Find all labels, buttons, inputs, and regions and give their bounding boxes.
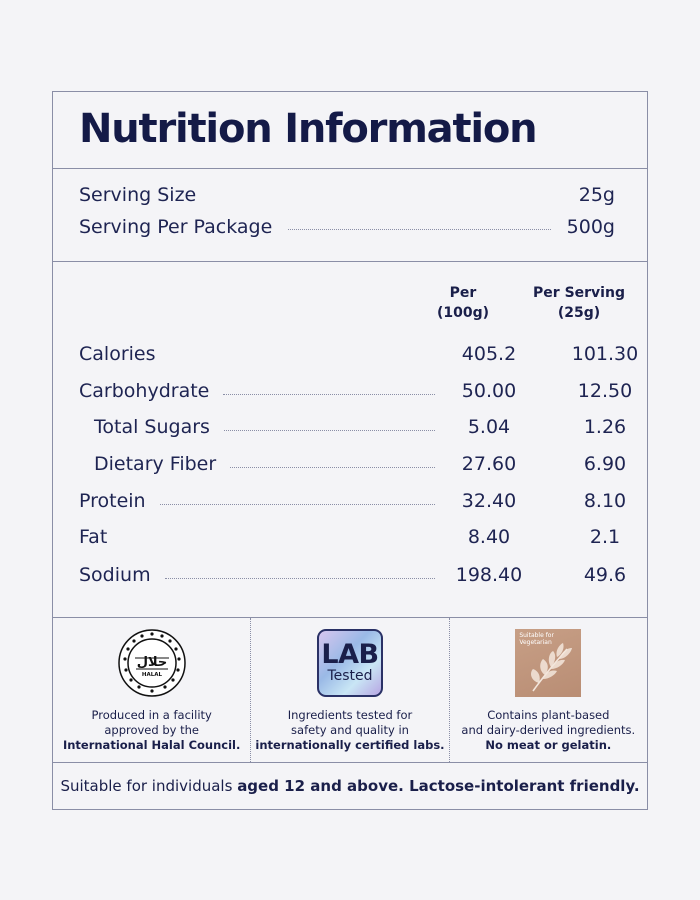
lab-logo-text: LAB — [321, 639, 379, 670]
nutrient-value-per-serving: 49.6 — [583, 564, 627, 586]
nutrient-row-total-sugars: Total Sugars 5.04 1.26 — [79, 414, 629, 442]
nutrient-label: Dietary Fiber — [94, 453, 217, 475]
lab-tested-badge: LAB Tested Ingredients tested for safety… — [250, 618, 448, 762]
nutrient-row-sodium: Sodium 198.40 49.6 — [79, 562, 629, 590]
nutrient-value-per-serving: 101.30 — [571, 343, 639, 365]
nutrient-value-per-100g: 50.00 — [461, 380, 517, 402]
nutrient-label: Carbohydrate — [79, 380, 210, 402]
halal-logo-icon: حلال HALAL — [117, 628, 187, 702]
caption-line: Produced in a facility — [91, 708, 212, 722]
nutrient-label: Total Sugars — [94, 416, 210, 438]
vegetarian-leaf-icon: Suitable for Vegetarian — [515, 629, 582, 697]
lab-caption: Ingredients tested for safety and qualit… — [251, 708, 448, 753]
nutrient-value-per-serving: 1.26 — [583, 416, 627, 438]
nutrient-label: Sodium — [79, 564, 151, 586]
vegetarian-badge: Suitable for Vegetarian — [448, 618, 647, 762]
caption-line-bold: No meat or gelatin. — [485, 738, 612, 752]
serving-per-package-value: 500g — [566, 216, 615, 238]
caption-line: and dairy-derived ingredients. — [461, 723, 636, 737]
row-spacer — [212, 197, 563, 198]
column-header-per-100g: Per (100g) — [413, 283, 513, 323]
serving-section: Serving Size 25g Serving Per Package 500… — [53, 169, 647, 262]
nutrient-value-per-serving: 12.50 — [577, 380, 633, 402]
column-header-line: Per — [449, 285, 477, 301]
title-section: Nutrition Information — [53, 92, 647, 169]
nutrient-value-per-serving: 8.10 — [583, 490, 627, 512]
nutrient-value-per-100g: 198.40 — [455, 564, 523, 586]
nutrient-value-per-100g: 8.40 — [467, 526, 511, 548]
lab-logo-subtext: Tested — [327, 668, 373, 684]
caption-line: safety and quality in — [291, 723, 409, 737]
column-header-per-serving: Per Serving (25g) — [529, 283, 629, 323]
column-header-line: (25g) — [557, 305, 601, 321]
serving-per-package-row: Serving Per Package 500g — [79, 214, 615, 240]
nutrient-label: Calories — [79, 343, 156, 365]
nutrient-row-fat: Fat 8.40 2.1 — [79, 524, 629, 552]
nutrient-value-per-100g: 27.60 — [461, 453, 517, 475]
serving-size-value: 25g — [578, 184, 615, 206]
dotted-leader — [223, 394, 435, 395]
caption-line: Contains plant-based — [487, 708, 610, 722]
nutrient-value-per-serving: 6.90 — [583, 453, 627, 475]
footer-text: Suitable for individuals — [60, 777, 238, 795]
nutrition-panel: Nutrition Information Serving Size 25g S… — [52, 91, 648, 810]
halal-caption: Produced in a facility approved by the I… — [53, 708, 250, 753]
footer-note: Suitable for individuals aged 12 and abo… — [53, 763, 647, 809]
serving-size-label: Serving Size — [79, 184, 197, 206]
nutrients-section: Per (100g) Per Serving (25g) Calories 40… — [53, 262, 647, 618]
dotted-leader — [165, 578, 435, 579]
nutrient-value-per-100g: 405.2 — [461, 343, 517, 365]
nutrient-row-protein: Protein 32.40 8.10 — [79, 488, 629, 516]
nutrient-row-calories: Calories 405.2 101.30 — [79, 341, 638, 369]
nutrient-value-per-serving: 2.1 — [589, 526, 621, 548]
caption-line-bold: internationally certified labs. — [255, 738, 445, 752]
nutrient-label: Fat — [79, 526, 108, 548]
page-title: Nutrition Information — [79, 106, 538, 152]
serving-size-row: Serving Size 25g — [79, 182, 615, 208]
dotted-leader — [288, 228, 551, 230]
serving-per-package-label: Serving Per Package — [79, 216, 273, 238]
column-header-line: (100g) — [436, 305, 490, 321]
nutrient-row-carbohydrate: Carbohydrate 50.00 12.50 — [79, 378, 632, 406]
vegetarian-caption: Contains plant-based and dairy-derived i… — [450, 708, 647, 753]
column-header-line: Per Serving — [533, 285, 625, 301]
halal-badge: حلال HALAL Produced in a facility approv… — [53, 618, 250, 762]
caption-line: approved by the — [104, 723, 199, 737]
svg-text:HALAL: HALAL — [142, 672, 163, 678]
certification-badges: حلال HALAL Produced in a facility approv… — [53, 618, 647, 763]
lab-tested-icon: LAB Tested — [316, 629, 383, 697]
caption-line: Ingredients tested for — [287, 708, 413, 722]
nutrient-row-dietary-fiber: Dietary Fiber 27.60 6.90 — [79, 451, 629, 479]
nutrient-value-per-100g: 32.40 — [461, 490, 517, 512]
svg-text:حلال: حلال — [136, 655, 167, 670]
nutrient-value-per-100g: 5.04 — [467, 416, 511, 438]
vegetarian-logo-text: Suitable for Vegetarian — [519, 632, 554, 646]
nutrient-label: Protein — [79, 490, 146, 512]
footer-text-bold: aged 12 and above. Lactose-intolerant fr… — [237, 777, 640, 795]
dotted-leader — [224, 430, 435, 431]
caption-line-bold: International Halal Council. — [62, 738, 241, 752]
dotted-leader — [160, 504, 435, 505]
dotted-leader — [230, 467, 435, 468]
